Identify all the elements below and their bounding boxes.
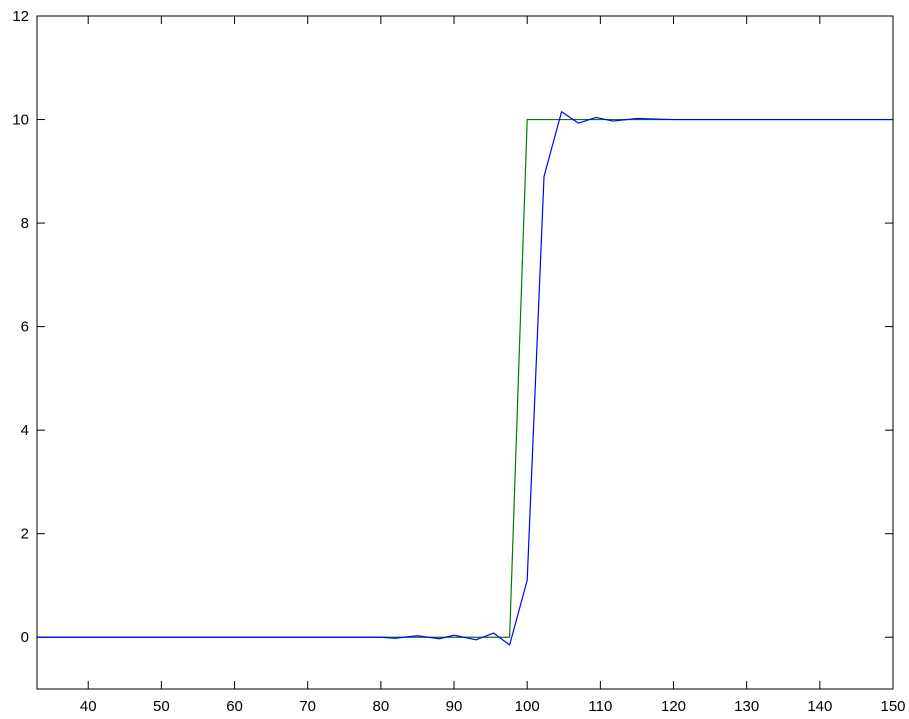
plot-frame <box>36 15 894 690</box>
plot-background <box>37 16 893 689</box>
y-tick-label: 10 <box>12 112 29 129</box>
x-tick-label: 100 <box>515 698 540 715</box>
x-tick-label: 90 <box>446 698 463 715</box>
x-tick-label: 110 <box>588 698 612 715</box>
y-tick-label: 6 <box>21 319 29 336</box>
x-tick-label: 140 <box>807 698 832 715</box>
y-tick-label: 0 <box>21 629 29 646</box>
x-tick-label: 40 <box>80 698 97 715</box>
y-tick-label: 8 <box>21 215 29 232</box>
x-tick-label: 120 <box>661 698 686 715</box>
y-tick-label: 4 <box>21 422 29 439</box>
x-tick-label: 80 <box>373 698 390 715</box>
x-tick-label: 150 <box>880 698 905 715</box>
x-tick-label: 130 <box>734 698 759 715</box>
y-tick-label: 2 <box>21 526 29 543</box>
x-tick-label: 50 <box>153 698 170 715</box>
tick-labels-layer: 40 50 60 70 80 90 100 110 120 130 140 150 0 2 4 6 8 10 12 <box>12 8 905 715</box>
x-tick-label: 60 <box>226 698 243 715</box>
series-line-2 <box>37 111 893 646</box>
x-tick-label: 70 <box>299 698 316 715</box>
y-tick-label: 12 <box>12 8 29 25</box>
series-layer <box>37 111 893 646</box>
